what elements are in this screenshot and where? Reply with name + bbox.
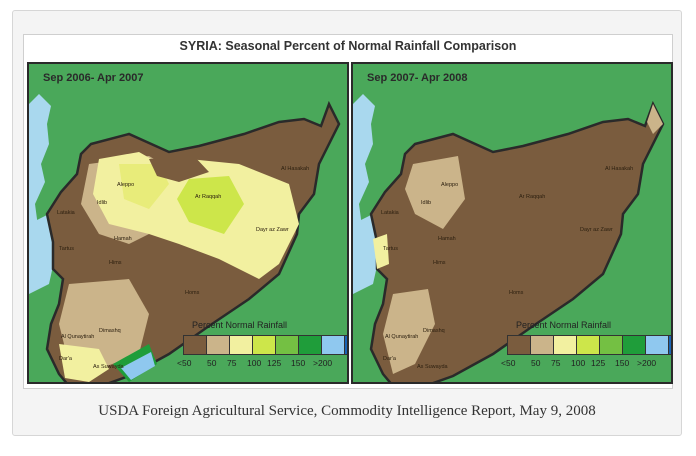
legend-tick-label: 50 — [531, 358, 541, 368]
city-label: Ar Raqqah — [519, 194, 546, 200]
legend-swatches-right — [507, 335, 671, 355]
legend-swatch — [276, 336, 299, 354]
legend-tick-label: 150 — [615, 358, 630, 368]
figure-frame: SYRIA: Seasonal Percent of Normal Rainfa… — [12, 10, 682, 436]
legend-swatch — [669, 336, 671, 354]
zone-below-50 — [149, 156, 209, 182]
city-label: As Suwayda — [417, 364, 448, 370]
zone-50-northeast — [647, 104, 663, 134]
city-label: Dar'a — [383, 356, 396, 362]
legend-swatches-left — [183, 335, 347, 355]
legend-tick-label: 100 — [247, 358, 262, 368]
figure-caption: USDA Foreign Agricultural Service, Commo… — [98, 403, 596, 419]
map-panel-2007-2008: Sep 2007- Apr 2008 Al Hasakah Aleppo Ar Ra… — [351, 62, 673, 384]
city-label: Dimashq — [99, 328, 121, 334]
zone-50-south — [383, 289, 435, 374]
city-label: Hims — [109, 260, 122, 266]
legend-swatch — [322, 336, 345, 354]
legend-swatch — [600, 336, 623, 354]
legend-swatch — [345, 336, 347, 354]
legend-swatch — [184, 336, 207, 354]
city-label: Al Hasakah — [281, 166, 310, 172]
city-label: As Suwayda — [93, 364, 124, 370]
legend-swatch — [646, 336, 669, 354]
legend-swatch — [623, 336, 646, 354]
legend-tick-label: 75 — [551, 358, 561, 368]
city-label: Aleppo — [441, 182, 459, 188]
legend-swatch — [531, 336, 554, 354]
legend-tick-label: >200 — [313, 358, 333, 368]
zone-50-south — [59, 279, 149, 369]
city-label: Hamah — [114, 236, 132, 242]
legend-tick-label: 50 — [207, 358, 217, 368]
legend-tick-label: >200 — [637, 358, 657, 368]
syria-map-2007-2008 — [353, 94, 665, 382]
legend-swatch — [508, 336, 531, 354]
legend-title-right: Percent Normal Rainfall — [516, 320, 612, 330]
figure-title: SYRIA: Seasonal Percent of Normal Rainfa… — [179, 39, 517, 53]
legend-tick-label: 125 — [267, 358, 282, 368]
city-label: Ar Raqqah — [195, 194, 222, 200]
city-label: Aleppo — [117, 182, 135, 188]
legend-swatch — [554, 336, 577, 354]
legend-swatch — [253, 336, 276, 354]
legend-tick-label: 75 — [227, 358, 237, 368]
city-label: Dayr az Zawr — [256, 227, 289, 233]
city-label: Latakia — [57, 210, 75, 216]
map-figure: SYRIA: Seasonal Percent of Normal Rainfa… — [23, 34, 673, 389]
city-label: Homs — [509, 290, 524, 296]
city-label: Idlib — [421, 200, 432, 206]
city-label: Al Qunaytirah — [61, 334, 95, 340]
map-panel-2006-2007: Sep 2006- Apr 2007 Al Hasakah Aleppo Ar Ra… — [27, 62, 349, 384]
city-label: Dar'a — [59, 356, 72, 362]
legend-tick-label: 125 — [591, 358, 606, 368]
city-label: Al Qunaytirah — [385, 334, 419, 340]
zone-75-south — [59, 344, 109, 382]
city-label: Hamah — [438, 236, 456, 242]
zone-200-south — [121, 352, 155, 380]
zone-100 — [177, 176, 244, 234]
legend-tick-label: 100 — [571, 358, 586, 368]
legend-tick-label: <50 — [501, 358, 516, 368]
panel-label-left: Sep 2006- Apr 2007 — [43, 72, 144, 84]
city-label: Latakia — [381, 210, 399, 216]
panel-label-right: Sep 2007- Apr 2008 — [367, 72, 468, 84]
city-label: Hims — [433, 260, 446, 266]
legend-swatch — [577, 336, 600, 354]
city-label: Tartus — [59, 246, 74, 252]
city-label: Tartus — [383, 246, 398, 252]
legend-title-left: Percent Normal Rainfall — [192, 320, 288, 330]
zone-50-north — [405, 156, 465, 229]
city-label: Al Hasakah — [605, 166, 634, 172]
zone-75-coast — [373, 234, 389, 269]
city-label: Idlib — [97, 200, 108, 206]
legend-tick-label: 150 — [291, 358, 306, 368]
legend-swatch — [230, 336, 253, 354]
city-label: Homs — [185, 290, 200, 296]
legend-tick-label: <50 — [177, 358, 192, 368]
legend-swatch — [299, 336, 322, 354]
legend-swatch — [207, 336, 230, 354]
city-label: Dimashq — [423, 328, 445, 334]
zone-75-north — [119, 164, 169, 209]
syria-map-2006-2007 — [29, 94, 341, 382]
city-label: Dayr az Zawr — [580, 227, 613, 233]
